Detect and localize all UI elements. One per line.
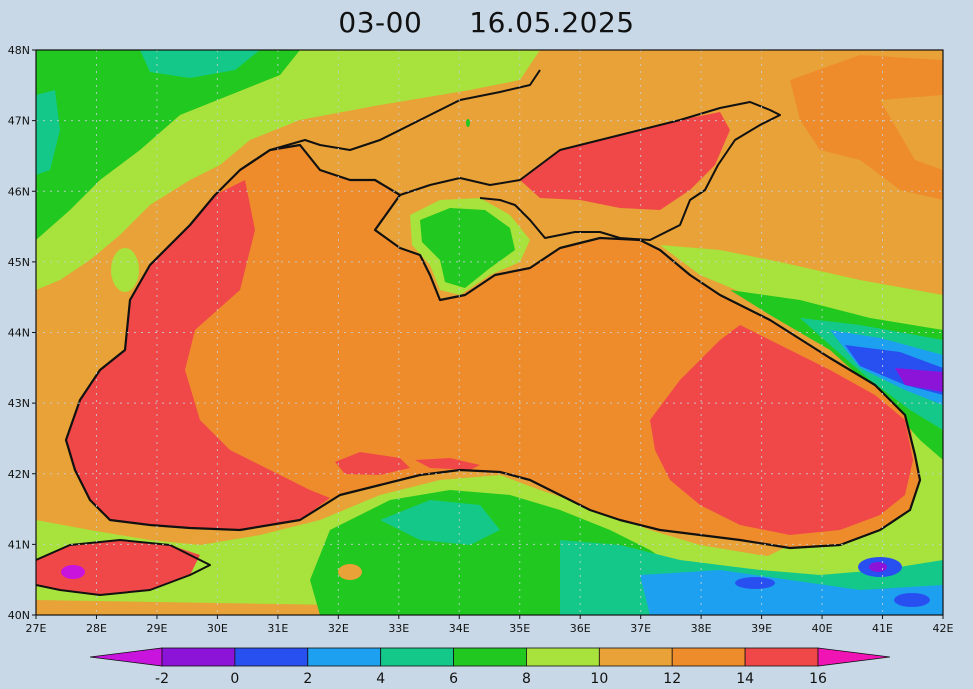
lon-label: 32E [328,622,349,635]
colorbar-label: 14 [736,671,754,687]
lat-label: 42N [8,468,30,481]
tiny-green-spot [466,119,470,127]
colorbar-label: 2 [303,671,312,687]
temperature-field [36,50,943,615]
lon-label: 37E [630,622,651,635]
black-sea-coastline [64,143,922,550]
colorbar-end-high [817,647,891,667]
longitude-labels: 27E 28E 29E 30E 31E 32E 33E 34E 35E 36E 37E 38E 39E 4… [26,622,954,635]
lon-label: 36E [570,622,591,635]
lon-label: 34E [449,622,470,635]
lat-label: 40N [8,609,30,622]
anatolia-blue-spot-3 [894,593,930,607]
graticule [36,50,943,615]
marmara-magenta-spot [61,565,85,579]
lat-label: 45N [8,256,30,269]
crimea-green-region [420,208,515,288]
anatolia-mild-spot [338,564,362,580]
axis-ticks [32,49,944,619]
colorbar-bin [744,647,819,667]
caucasus-violet-spot [895,368,943,392]
lon-label: 42E [933,622,954,635]
northwest-teal-patch [140,50,260,78]
southern-warm-streak-1 [335,452,410,475]
anatolia-violet-spot [869,562,887,572]
lon-label: 33E [388,622,409,635]
lat-label: 47N [8,115,30,128]
anatolia-sky-region [640,570,943,615]
lat-label: 41N [8,538,30,551]
colorbar-bin [526,647,600,667]
colorbar-end-low [89,647,163,667]
marmara-warm-region [36,540,200,595]
northeast-mild-patch [880,95,943,170]
lat-label: 44N [8,327,30,340]
marmara-coastline [36,539,211,596]
colorbar [89,647,891,667]
lon-label: 31E [267,622,288,635]
anatolia-blue-spot-1 [735,577,775,589]
colorbar-bin [307,647,382,667]
eastern-warm-pool [650,325,913,535]
lon-label: 27E [26,622,47,635]
colorbar-label: 16 [809,671,827,687]
colorbar-label: 4 [376,671,385,687]
azov-coastline [399,101,781,241]
azov-warm-region [520,112,730,210]
lon-label: 30E [207,622,228,635]
lon-label: 40E [812,622,833,635]
colorbar-bin [161,647,236,667]
lon-label: 28E [86,622,107,635]
lon-label: 41E [872,622,893,635]
northwest-teal-edge [36,90,60,175]
latitude-labels: 48N 47N 46N 45N 44N 43N 42N 41N 40N [8,44,30,622]
colorbar-label: 10 [590,671,608,687]
colorbar-label: -2 [155,671,169,687]
colorbar-label: 6 [449,671,458,687]
colorbar-labels: -2 0 2 4 6 8 10 12 14 16 [155,671,827,687]
colorbar-bin [671,647,746,667]
colorbar-label: 12 [663,671,681,687]
lon-label: 29E [146,622,167,635]
lon-label: 39E [751,622,772,635]
lat-label: 43N [8,397,30,410]
northwest-green-region [36,50,300,240]
colorbar-bin [453,647,527,667]
southern-warm-streak-2 [415,458,480,470]
colorbar-label: 8 [522,671,531,687]
lon-label: 38E [691,622,712,635]
title-date: 16.05.2025 [469,6,635,39]
lat-label: 48N [8,44,30,57]
western-warm-band [66,180,330,530]
title-time: 03-00 [338,6,423,39]
colorbar-label: 0 [230,671,239,687]
moldova-cool-patch [111,248,139,292]
colorbar-bin [380,647,454,667]
map-title: 03-00 16.05.2025 [0,6,973,39]
colorbar-bin [234,647,309,667]
lat-label: 46N [8,185,30,198]
northeast-warm-region [790,55,943,200]
lon-label: 35E [509,622,530,635]
colorbar-bin [598,647,673,667]
anatolia-teal-patch [380,500,500,545]
dnieper-river-line [239,69,541,171]
